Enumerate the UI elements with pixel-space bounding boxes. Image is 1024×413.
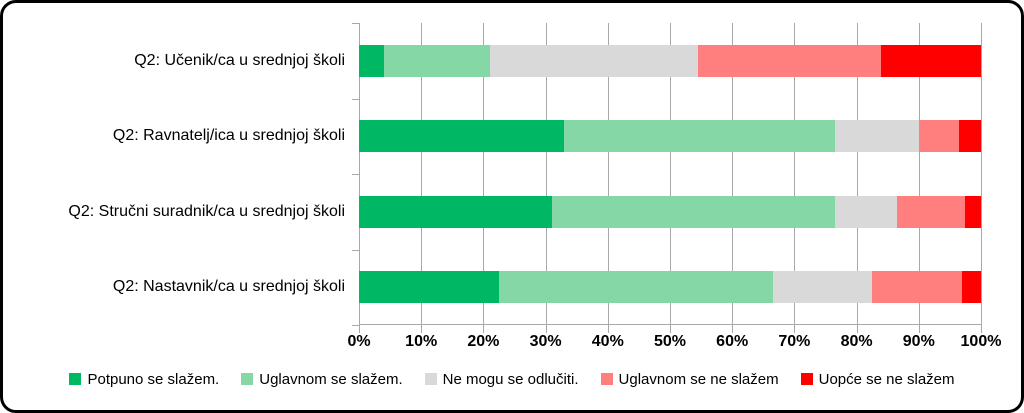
category-label: Q2: Nastavnik/ca u srednjoj školi — [112, 278, 345, 296]
bar-segment — [959, 120, 981, 153]
legend-item: Potpuno se slažem. — [69, 371, 219, 388]
legend-item: Uopće se ne slažem — [800, 370, 955, 388]
x-gridline — [545, 23, 547, 333]
y-axis-tick — [352, 23, 359, 24]
x-tick-label: 100% — [960, 333, 1002, 350]
x-gridline — [483, 23, 485, 333]
category-label: Q2: Ravnatelj/ica u srednjoj školi — [112, 127, 345, 145]
category-label: Q2: Učenik/ca u srednjoj školi — [134, 51, 345, 69]
category-label: Q2: Stručni suradnik/ca u srednjoj školi — [68, 202, 345, 220]
bar-segment — [962, 271, 981, 304]
bar-segment — [772, 271, 873, 304]
x-tick-label: 0% — [347, 333, 371, 350]
bar-segment — [881, 44, 981, 77]
x-tick-label: 20% — [467, 333, 500, 350]
bar-segment — [897, 195, 966, 228]
x-gridline — [421, 23, 423, 333]
bar-segment — [872, 271, 963, 304]
bar-row — [359, 195, 981, 228]
bar-segment — [965, 195, 981, 228]
legend-item: Uglavnom se ne slažem — [600, 370, 779, 388]
bar-segment — [697, 44, 882, 77]
legend-item: Uglavnom se slažem. — [241, 370, 403, 388]
x-tick-label: 70% — [778, 333, 811, 350]
legend-swatch — [241, 373, 254, 385]
bar-segment — [918, 120, 960, 153]
x-tick-label: 90% — [902, 333, 935, 350]
bar-segment — [359, 195, 552, 228]
y-axis-tick — [352, 174, 359, 175]
bar-row — [359, 44, 981, 77]
x-gridline — [359, 23, 360, 333]
bar-segment — [834, 120, 919, 153]
legend-swatch — [800, 373, 813, 385]
bar-segment — [383, 44, 490, 77]
x-tick-label: 60% — [716, 333, 749, 350]
bar-segment — [564, 120, 835, 153]
x-gridline — [732, 23, 734, 333]
x-gridline — [918, 23, 920, 333]
x-tick-label: 10% — [405, 333, 438, 350]
bar-row — [359, 271, 981, 304]
legend-label: Potpuno se slažem. — [87, 370, 220, 388]
plot-area — [352, 23, 982, 333]
x-tick-label: 40% — [591, 333, 624, 350]
x-tick-label: 80% — [840, 333, 873, 350]
legend-item: Ne mogu se odlučiti. — [424, 370, 579, 388]
legend-label: Uglavnom se ne slažem — [618, 370, 779, 388]
legend-swatch — [69, 373, 82, 385]
x-tick-label: 50% — [653, 333, 687, 350]
bar-segment — [359, 44, 384, 77]
y-axis-tick — [352, 98, 359, 100]
bar-segment — [359, 271, 499, 304]
bar-segment — [834, 195, 897, 228]
x-gridline — [670, 23, 671, 333]
bar-segment — [359, 120, 565, 153]
legend: Potpuno se slažem. Uglavnom se slažem. Ne … — [3, 366, 1021, 392]
bar-segment — [498, 271, 773, 304]
legend-label: Uglavnom se slažem. — [259, 370, 403, 388]
x-gridline — [607, 23, 609, 333]
bar-segment — [489, 44, 698, 77]
bar-segment — [551, 195, 835, 228]
legend-label: Ne mogu se odlučiti. — [442, 370, 579, 388]
legend-label: Uopće se ne slažem — [818, 370, 955, 388]
x-gridline — [981, 23, 982, 333]
legend-swatch — [600, 373, 613, 385]
y-axis-tick — [352, 325, 359, 326]
x-tick-label: 30% — [529, 333, 562, 350]
x-gridline — [794, 23, 796, 333]
legend-swatch — [424, 373, 437, 385]
x-gridline — [856, 23, 858, 333]
bar-row — [359, 120, 981, 153]
y-axis-tick — [352, 249, 359, 251]
